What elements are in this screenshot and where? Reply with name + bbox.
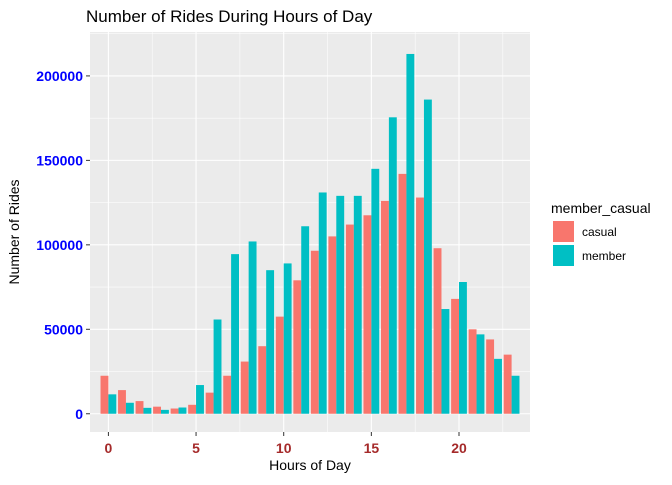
bar-casual-3 — [153, 406, 161, 414]
bar-member-2 — [143, 407, 152, 414]
legend: member_casual casual member — [551, 200, 651, 266]
bar-member-23 — [511, 375, 520, 414]
chart-title: Number of Rides During Hours of Day — [86, 7, 373, 26]
bar-member-1 — [125, 402, 134, 414]
bar-casual-0 — [100, 375, 109, 414]
bar-member-22 — [494, 358, 502, 414]
y-axis: 0 50000 100000 150000 200000 — [36, 68, 90, 422]
bar-casual-2 — [135, 401, 144, 414]
bar-member-3 — [160, 409, 169, 414]
bar-member-14 — [353, 195, 362, 414]
x-tick-label: 20 — [451, 440, 467, 456]
bar-member-5 — [196, 385, 204, 414]
bars — [100, 53, 520, 414]
bar-member-4 — [178, 407, 187, 414]
bar-member-11 — [301, 226, 310, 414]
x-tick-label: 5 — [192, 440, 200, 456]
bar-casual-10 — [275, 316, 284, 414]
bar-member-10 — [283, 263, 292, 414]
bar-casual-12 — [310, 250, 319, 414]
bar-casual-9 — [258, 346, 267, 414]
x-tick-label: 0 — [105, 440, 113, 456]
bar-casual-16 — [380, 200, 389, 414]
legend-key-casual — [553, 221, 574, 242]
bar-casual-14 — [345, 224, 354, 414]
bar-member-20 — [459, 282, 467, 414]
legend-keys: casual member — [553, 221, 626, 266]
y-tick-label: 200000 — [36, 68, 83, 84]
bar-casual-22 — [486, 339, 495, 414]
bar-member-16 — [388, 117, 397, 414]
legend-label-casual: casual — [582, 225, 617, 239]
bar-casual-7 — [223, 375, 232, 414]
bar-member-15 — [371, 168, 380, 414]
x-tick-label: 10 — [276, 440, 292, 456]
bar-casual-20 — [451, 298, 460, 414]
y-tick-label: 0 — [75, 406, 83, 422]
bar-casual-15 — [363, 215, 372, 414]
bar-member-17 — [406, 53, 415, 414]
legend-label-member: member — [582, 249, 626, 263]
bar-casual-5 — [188, 404, 197, 414]
bar-member-6 — [213, 319, 222, 414]
bar-member-18 — [423, 99, 432, 414]
legend-key-member — [553, 245, 574, 266]
x-axis: 0 5 10 15 20 — [105, 432, 467, 456]
y-axis-title: Number of Rides — [6, 179, 22, 284]
x-axis-title: Hours of Day — [269, 457, 351, 473]
bar-casual-11 — [293, 280, 302, 414]
bar-casual-17 — [398, 173, 407, 414]
bar-member-13 — [336, 195, 345, 414]
grid-minor — [90, 32, 530, 432]
bar-member-9 — [266, 270, 275, 414]
bar-member-21 — [476, 334, 485, 414]
y-tick-label: 150000 — [36, 152, 83, 168]
bar-member-19 — [441, 309, 450, 414]
y-tick-label: 100000 — [36, 237, 83, 253]
bar-member-8 — [248, 241, 257, 414]
bar-member-7 — [231, 254, 240, 414]
bar-casual-19 — [433, 248, 442, 414]
x-tick-label: 15 — [364, 440, 380, 456]
bar-casual-6 — [205, 392, 214, 414]
bar-casual-8 — [240, 361, 249, 414]
bar-casual-1 — [118, 390, 126, 414]
y-tick-label: 50000 — [44, 321, 83, 337]
bar-member-0 — [108, 394, 117, 414]
bar-casual-13 — [328, 236, 337, 414]
bar-casual-4 — [170, 408, 179, 414]
bar-casual-18 — [416, 197, 424, 414]
bar-casual-21 — [468, 329, 477, 414]
bar-casual-23 — [503, 354, 512, 414]
bar-member-12 — [318, 192, 327, 414]
legend-title: member_casual — [551, 200, 651, 216]
